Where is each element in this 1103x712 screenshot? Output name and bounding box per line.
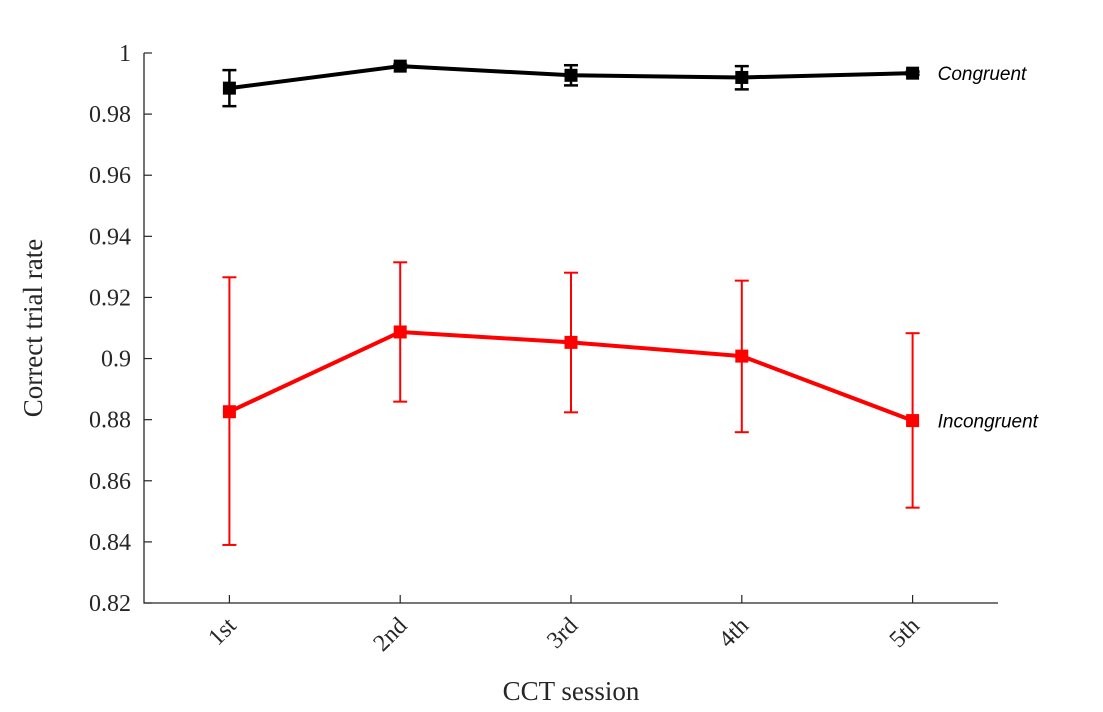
data-point xyxy=(735,349,749,363)
x-tick-label: 2nd xyxy=(369,613,413,657)
series-layer: Congruent Incongruent xyxy=(222,59,1039,546)
data-point xyxy=(735,70,749,84)
x-tick-label: 5th xyxy=(885,613,925,653)
data-point xyxy=(564,335,578,349)
data-point xyxy=(906,414,920,428)
series-congruent: Congruent xyxy=(222,59,1027,108)
y-tick-label: 0.98 xyxy=(89,102,131,128)
y-tick-label: 0.82 xyxy=(89,591,131,617)
x-axis-title: CCT session xyxy=(503,676,640,706)
data-point xyxy=(906,66,920,80)
x-ticks: 1st 2nd 3rd 4th 5th xyxy=(203,595,925,657)
data-point xyxy=(222,405,236,419)
y-tick-label: 0.92 xyxy=(89,285,131,311)
series-label: Incongruent xyxy=(938,412,1039,433)
y-tick-label: 1 xyxy=(119,41,131,67)
x-tick-label: 4th xyxy=(714,613,754,653)
x-tick-label: 1st xyxy=(203,613,241,651)
series-label: Congruent xyxy=(938,64,1027,85)
y-tick-label: 0.9 xyxy=(101,347,131,373)
y-tick-label: 0.84 xyxy=(89,530,131,556)
y-tick-label: 0.96 xyxy=(89,163,131,189)
data-point xyxy=(222,81,236,95)
x-tick-label: 3rd xyxy=(542,613,583,654)
y-tick-label: 0.88 xyxy=(89,408,131,434)
data-point xyxy=(393,325,407,339)
data-point xyxy=(393,59,407,73)
y-tick-label: 0.86 xyxy=(89,469,131,495)
y-tick-label: 0.94 xyxy=(89,224,131,250)
data-point xyxy=(564,68,578,82)
series-incongruent: Incongruent xyxy=(222,261,1039,546)
y-axis-title: Correct trial rate xyxy=(18,239,48,417)
y-ticks: 0.82 0.84 0.86 0.88 0.9 0.92 0.94 0.96 0.98 1 xyxy=(89,41,152,617)
